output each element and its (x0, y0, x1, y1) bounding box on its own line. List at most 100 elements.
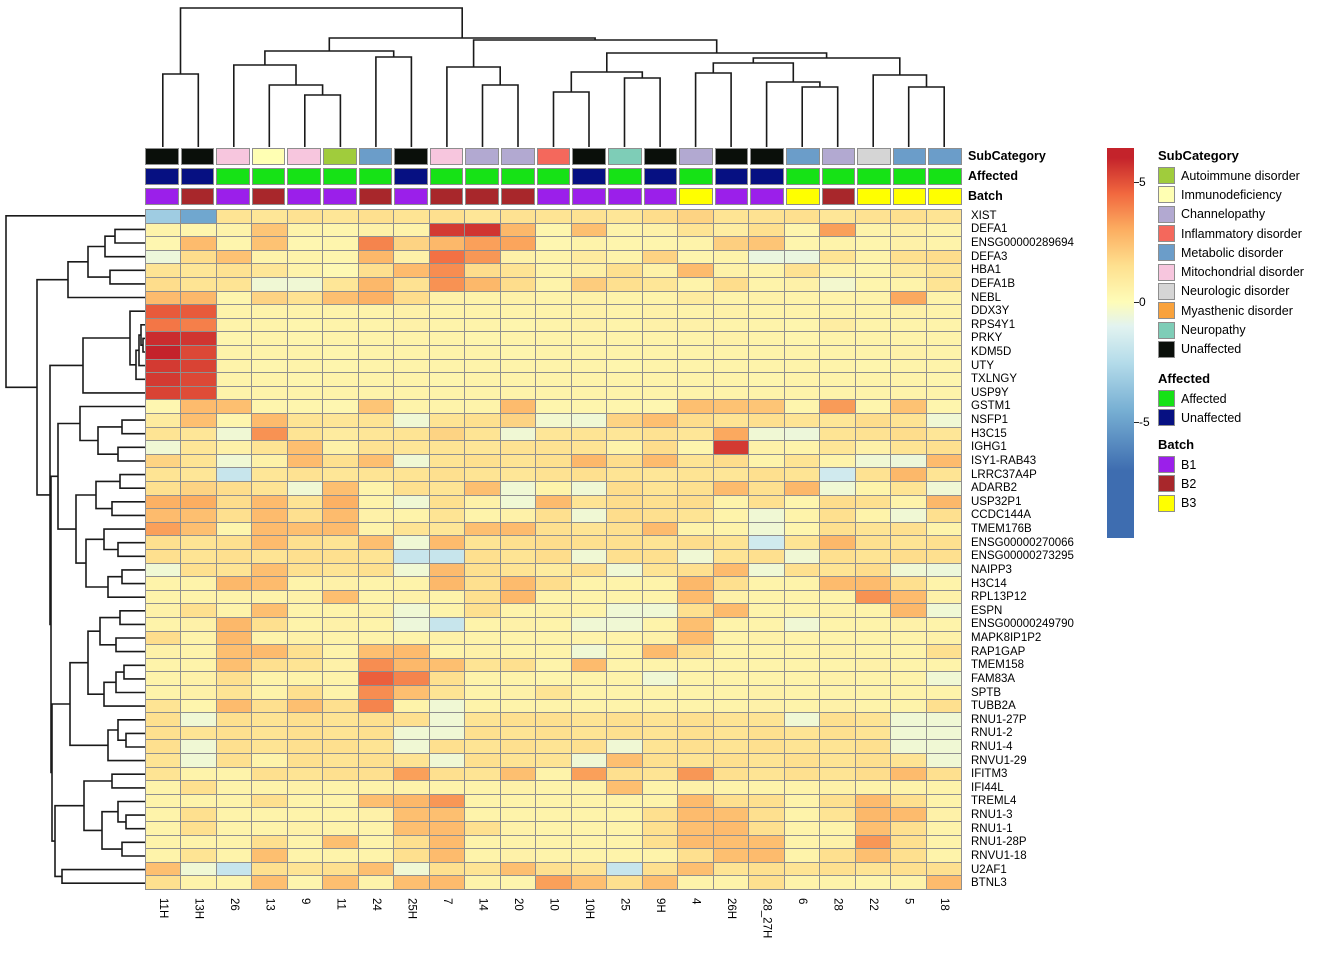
heatmap-cell (252, 223, 287, 237)
heatmap-cell (146, 618, 181, 631)
heatmap-cell (429, 658, 465, 672)
column-label: 13H (192, 898, 205, 920)
heatmap-cell (216, 794, 252, 808)
heatmap-cell (146, 264, 181, 277)
heatmap-cell (500, 835, 536, 849)
column-label: 11 (334, 898, 347, 910)
heatmap-cell (820, 332, 855, 345)
annotation-cell-affected (358, 168, 393, 185)
heatmap-cell (678, 495, 713, 509)
heatmap-cell (287, 522, 323, 536)
heatmap-cell (571, 250, 607, 264)
heatmap-cell (465, 835, 500, 849)
heatmap-cell (287, 618, 323, 631)
heatmap-cell (252, 658, 287, 672)
heatmap-cell (749, 441, 784, 454)
heatmap-cell (465, 250, 500, 264)
heatmap-cell (749, 550, 784, 563)
heatmap-cell (429, 441, 465, 454)
heatmap-cell (465, 305, 500, 318)
heatmap-cell (252, 822, 287, 835)
heatmap-cell (287, 441, 323, 454)
heatmap-cell (820, 808, 855, 821)
heatmap-cell (713, 849, 749, 862)
heatmap-cell (146, 835, 181, 849)
heatmap-cell (749, 332, 784, 345)
heatmap-cell (216, 686, 252, 699)
legend-item: Autoimmune disorder (1158, 166, 1304, 185)
heatmap-cell (784, 835, 820, 849)
heatmap-cell (784, 808, 820, 821)
heatmap-cell (820, 305, 855, 318)
heatmap-cell (323, 672, 358, 685)
heatmap-cell (146, 373, 181, 386)
heatmap-cell (465, 577, 500, 590)
heatmap-cell (749, 237, 784, 250)
heatmap-cell (713, 427, 749, 441)
annotation-cell-batch (145, 188, 179, 205)
column-label: 20 (511, 898, 524, 911)
heatmap-cell (749, 536, 784, 549)
heatmap-cell (323, 373, 358, 386)
heatmap-cell (252, 740, 287, 753)
heatmap-cell (394, 822, 429, 835)
heatmap-cell (429, 223, 465, 237)
legend-label: Inflammatory disorder (1181, 226, 1302, 241)
heatmap-cell (713, 767, 749, 781)
heatmap-cell (891, 495, 926, 509)
row-label: IFITM3 (971, 768, 1008, 781)
heatmap-cell (500, 278, 536, 291)
heatmap-cell (713, 250, 749, 264)
heatmap-cell (820, 237, 855, 250)
heatmap-cell (429, 468, 465, 481)
heatmap-cell (146, 536, 181, 549)
heatmap-cell (181, 781, 216, 794)
heatmap-cell (926, 686, 961, 699)
annotation-cell-subcategory (287, 148, 322, 165)
heatmap-cell (146, 386, 181, 400)
heatmap-cell (287, 414, 323, 427)
heatmap-cell (891, 550, 926, 563)
annotation-cell-batch (679, 188, 713, 205)
heatmap-cell (394, 699, 429, 713)
heatmap-cell (607, 550, 642, 563)
heatmap-cell (287, 278, 323, 291)
heatmap-cell (500, 862, 536, 876)
heatmap-cell (571, 645, 607, 658)
heatmap-cell (216, 482, 252, 495)
heatmap-cell (358, 359, 394, 373)
heatmap-cell (394, 536, 429, 549)
heatmap-cell (216, 237, 252, 250)
heatmap-cell (358, 781, 394, 794)
heatmap-cell (891, 264, 926, 277)
heatmap-cell (855, 754, 891, 767)
legend-item: Unaffected (1158, 408, 1241, 427)
heatmap-cell (536, 672, 571, 685)
heatmap-cell (323, 781, 358, 794)
heatmap-cell (678, 604, 713, 617)
heatmap-cell (571, 876, 607, 889)
row-label: RAP1GAP (971, 645, 1026, 658)
heatmap-cell (713, 563, 749, 577)
heatmap-cell (713, 618, 749, 631)
row-label: ADARB2 (971, 482, 1018, 495)
heatmap-cell (358, 767, 394, 781)
heatmap-cell (642, 740, 678, 753)
heatmap-cell (465, 237, 500, 250)
heatmap-cell (926, 386, 961, 400)
heatmap-cell (429, 250, 465, 264)
heatmap-cell (926, 726, 961, 740)
heatmap-cell (181, 590, 216, 604)
heatmap-cell (500, 645, 536, 658)
heatmap-cell (465, 699, 500, 713)
heatmap-cell (323, 862, 358, 876)
annotation-cell-affected (287, 168, 322, 185)
heatmap-cell (358, 740, 394, 753)
annotation-cell-subcategory (679, 148, 713, 165)
heatmap-cell (394, 590, 429, 604)
heatmap-cell (820, 509, 855, 522)
row-label: NEBL (971, 291, 1002, 304)
heatmap-cell (820, 454, 855, 468)
heatmap-cell (784, 794, 820, 808)
heatmap-cell (358, 536, 394, 549)
